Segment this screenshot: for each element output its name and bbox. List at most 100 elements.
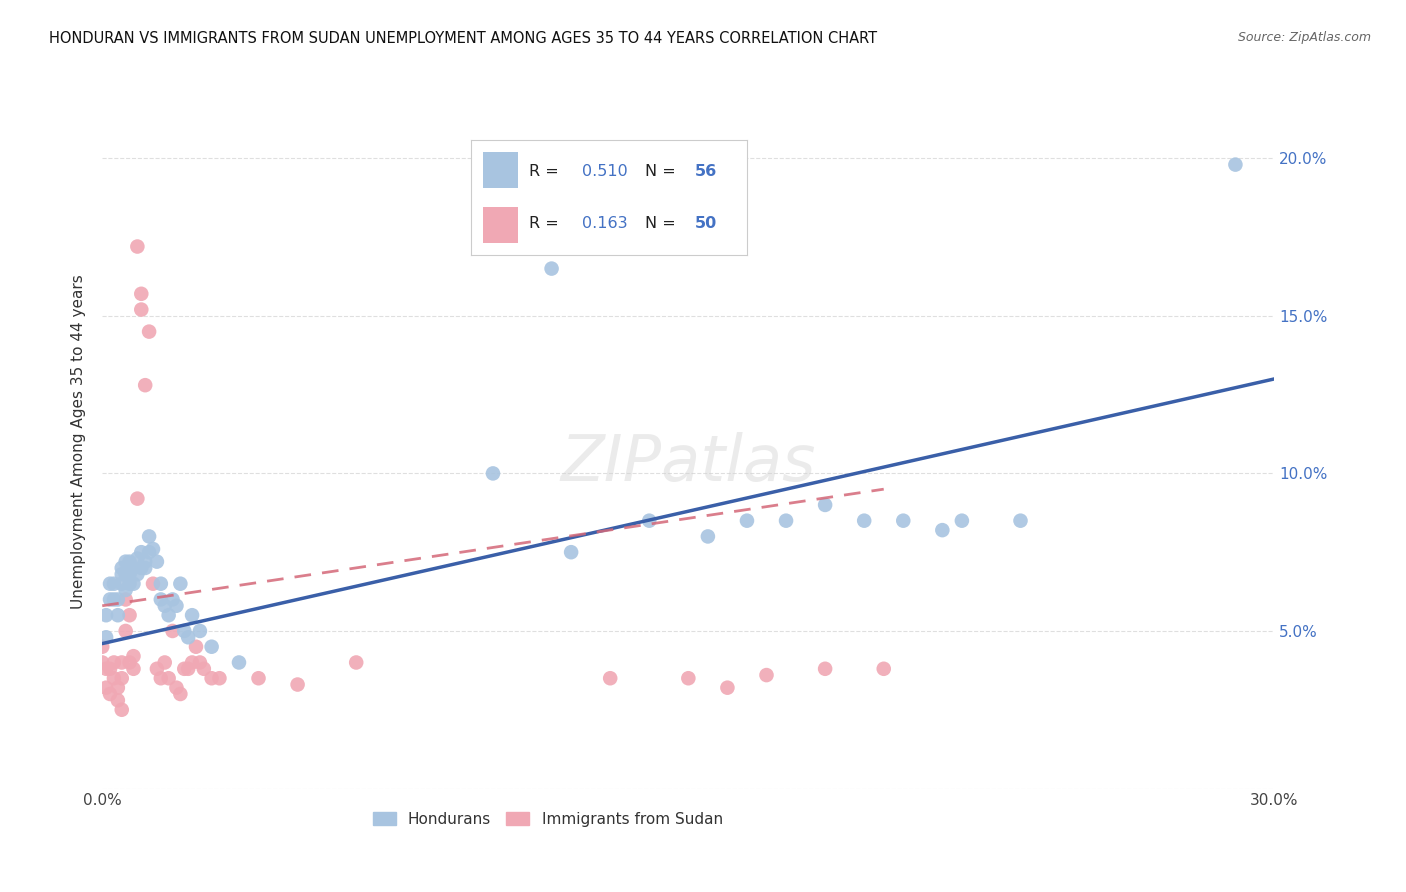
Point [103, 576, 125, 591]
Point [177, 630, 200, 644]
Point [127, 239, 149, 253]
Point [111, 567, 134, 582]
Point [247, 671, 270, 685]
Point [122, 576, 145, 591]
Point [678, 671, 700, 685]
Point [169, 687, 191, 701]
Point [122, 662, 145, 676]
Point [560, 545, 582, 559]
Point [173, 662, 195, 676]
Point [107, 681, 129, 695]
Point [735, 514, 758, 528]
Point [157, 608, 180, 623]
Point [950, 514, 973, 528]
Point [103, 592, 125, 607]
Point [228, 656, 250, 670]
Y-axis label: Unemployment Among Ages 35 to 44 years: Unemployment Among Ages 35 to 44 years [72, 275, 86, 609]
Point [134, 561, 156, 575]
Point [138, 325, 160, 339]
Point [129, 545, 152, 559]
Point [153, 656, 176, 670]
Point [482, 467, 505, 481]
Point [94, 662, 117, 676]
Legend: Hondurans, Immigrants from Sudan: Hondurans, Immigrants from Sudan [367, 805, 728, 833]
Point [208, 671, 231, 685]
Point [118, 555, 141, 569]
Point [114, 555, 136, 569]
Point [107, 608, 129, 623]
Point [188, 624, 211, 638]
Point [118, 576, 141, 591]
Point [638, 514, 661, 528]
Point [122, 561, 145, 575]
Point [696, 529, 718, 543]
Point [107, 693, 129, 707]
Point [716, 681, 738, 695]
Point [931, 523, 953, 537]
Point [142, 576, 165, 591]
Point [114, 624, 136, 638]
Point [166, 681, 188, 695]
Point [201, 671, 224, 685]
Point [103, 656, 125, 670]
Point [98, 592, 121, 607]
Point [540, 261, 562, 276]
Point [107, 592, 129, 607]
Point [173, 624, 195, 638]
Point [91, 656, 114, 670]
Point [142, 542, 165, 557]
Point [129, 302, 152, 317]
Point [157, 671, 180, 685]
Point [118, 567, 141, 582]
Point [201, 640, 224, 654]
Point [127, 491, 149, 506]
Point [755, 668, 778, 682]
Point [169, 576, 191, 591]
Point [118, 608, 141, 623]
Point [138, 529, 160, 543]
Point [188, 656, 211, 670]
Point [146, 662, 169, 676]
Point [166, 599, 188, 613]
Point [114, 567, 136, 582]
Point [114, 582, 136, 597]
Point [129, 561, 152, 575]
Point [149, 671, 172, 685]
Point [111, 561, 134, 575]
Point [94, 681, 117, 695]
Point [599, 671, 621, 685]
Point [814, 498, 837, 512]
Point [122, 649, 145, 664]
Point [127, 551, 149, 566]
Point [114, 592, 136, 607]
Point [127, 567, 149, 582]
Point [149, 576, 172, 591]
Point [134, 555, 156, 569]
Point [94, 630, 117, 644]
Point [134, 378, 156, 392]
Text: HONDURAN VS IMMIGRANTS FROM SUDAN UNEMPLOYMENT AMONG AGES 35 TO 44 YEARS CORRELA: HONDURAN VS IMMIGRANTS FROM SUDAN UNEMPL… [49, 31, 877, 46]
Point [149, 592, 172, 607]
Point [1225, 158, 1247, 172]
Point [162, 592, 184, 607]
Point [181, 656, 204, 670]
Point [873, 662, 896, 676]
Text: Source: ZipAtlas.com: Source: ZipAtlas.com [1237, 31, 1371, 45]
Point [118, 656, 141, 670]
Point [146, 555, 169, 569]
Point [344, 656, 367, 670]
Point [98, 662, 121, 676]
Point [1010, 514, 1032, 528]
Point [129, 286, 152, 301]
Point [814, 662, 837, 676]
Point [98, 687, 121, 701]
Point [111, 671, 134, 685]
Point [153, 599, 176, 613]
Point [853, 514, 876, 528]
Point [111, 703, 134, 717]
Point [91, 640, 114, 654]
Point [775, 514, 797, 528]
Point [162, 624, 184, 638]
Point [103, 671, 125, 685]
Point [98, 576, 121, 591]
